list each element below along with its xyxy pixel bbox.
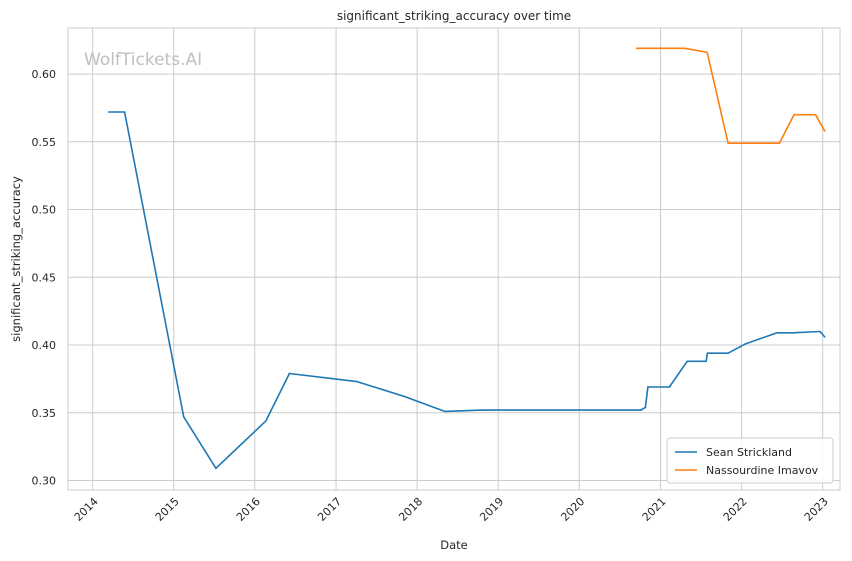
series-0-point-6 [356,380,358,383]
series-0-point-16 [706,352,709,354]
series-0-point-10 [640,409,642,411]
y-tick-label-0.55: 0.55 [32,136,57,149]
series-0-point-19 [776,332,778,334]
series-lines [108,47,826,470]
series-0-point-4 [265,420,267,422]
chart-title: significant_striking_accuracy over time [337,9,571,23]
x-axis-label: Date [440,538,468,552]
series-0-point-17 [727,352,729,354]
legend-label-series-0: Sean Strickland [706,446,792,459]
series-0-point-2 [182,416,185,418]
series-line-1 [636,47,826,144]
y-tick-label-0.30: 0.30 [32,475,57,488]
legend: Sean Strickland Nassourdine Imavov [666,437,834,484]
series-0-point-3 [215,467,217,470]
series-0-point-0 [108,111,110,113]
series-1-point-2 [706,51,708,54]
series-1-point-0 [635,47,638,50]
series-0-point-22 [823,336,826,338]
series-1-point-7 [823,130,826,132]
series-0-point-18 [745,342,747,345]
y-tick-label-0.60: 0.60 [32,68,57,81]
series-0-point-8 [443,410,446,413]
series-0-point-15 [705,360,707,363]
series-0-point-13 [668,386,671,388]
series-1-point-5 [793,113,795,116]
series-1-point-1 [683,47,686,50]
series-1-point-4 [778,142,781,144]
series-0-point-12 [647,386,649,388]
y-tick-label-0.40: 0.40 [32,339,57,352]
y-axis-label: significant_striking_accuracy [9,176,23,342]
series-0-point-20 [792,332,794,334]
series-0-point-5 [288,372,291,375]
series-1-point-6 [814,113,817,116]
y-tick-label-0.35: 0.35 [32,407,57,420]
plot-frame [67,27,841,491]
watermark: WolfTickets.AI [84,50,202,70]
series-0-point-7 [403,395,406,398]
y-tick-label-0.45: 0.45 [32,271,57,284]
series-0-point-9 [481,409,483,411]
series-0-point-11 [644,406,647,409]
y-tick-label-0.50: 0.50 [32,204,57,217]
series-0-point-21 [819,330,821,333]
series-0-point-1 [123,111,126,113]
series-1-point-3 [727,142,729,144]
legend-box [666,437,834,484]
legend-label-series-1: Nassourdine Imavov [706,464,819,477]
series-0-point-14 [686,360,688,363]
